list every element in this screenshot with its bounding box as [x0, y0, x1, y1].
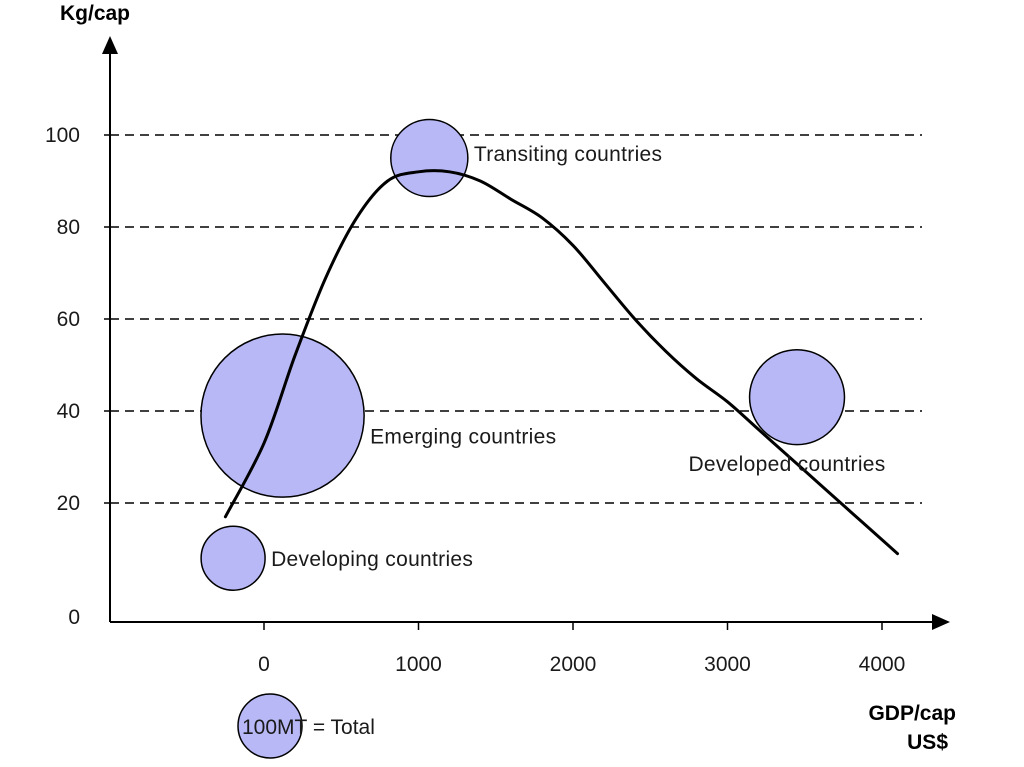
x-tick-label: 0: [258, 653, 270, 676]
x-tick-label: 1000: [395, 653, 442, 676]
legend: 100MT = Total: [237, 693, 375, 759]
bubble-transiting-countries: [390, 118, 469, 198]
x-tick-label: 4000: [859, 653, 906, 676]
bubble-label: Developing countries: [271, 548, 473, 571]
bubble-label: Developed countries: [688, 453, 885, 476]
y-tick-label: 80: [57, 216, 80, 239]
legend-label: 100MT = Total: [242, 716, 375, 739]
y-tick-label: 100: [45, 124, 80, 147]
trend-curve-group: [223, 169, 899, 556]
bubble-emerging-countries: [200, 333, 365, 498]
x-axis-title-line1: GDP/cap: [868, 702, 956, 725]
legend-bubble: [237, 693, 303, 759]
y-tick-label: 20: [57, 492, 80, 515]
x-tick-label: 3000: [704, 653, 751, 676]
bubble-developing-countries: [200, 525, 266, 591]
y-tick-label: 40: [57, 400, 80, 423]
bubble-labels: Developing countries Emerging countries Tr…: [271, 143, 885, 571]
y-tick-label: 0: [68, 606, 80, 629]
x-axis-title-line2: US$: [907, 731, 948, 754]
y-tick-label: 60: [57, 308, 80, 331]
x-tick-label: 2000: [550, 653, 597, 676]
bubbles: [200, 118, 846, 591]
trend-curve: [223, 169, 899, 556]
bubble-label: Transiting countries: [474, 143, 662, 166]
y-axis-title: Kg/cap: [60, 2, 130, 25]
bubble-developed-countries: [748, 348, 846, 446]
bubble-label: Emerging countries: [370, 426, 556, 449]
axes: [102, 36, 950, 630]
